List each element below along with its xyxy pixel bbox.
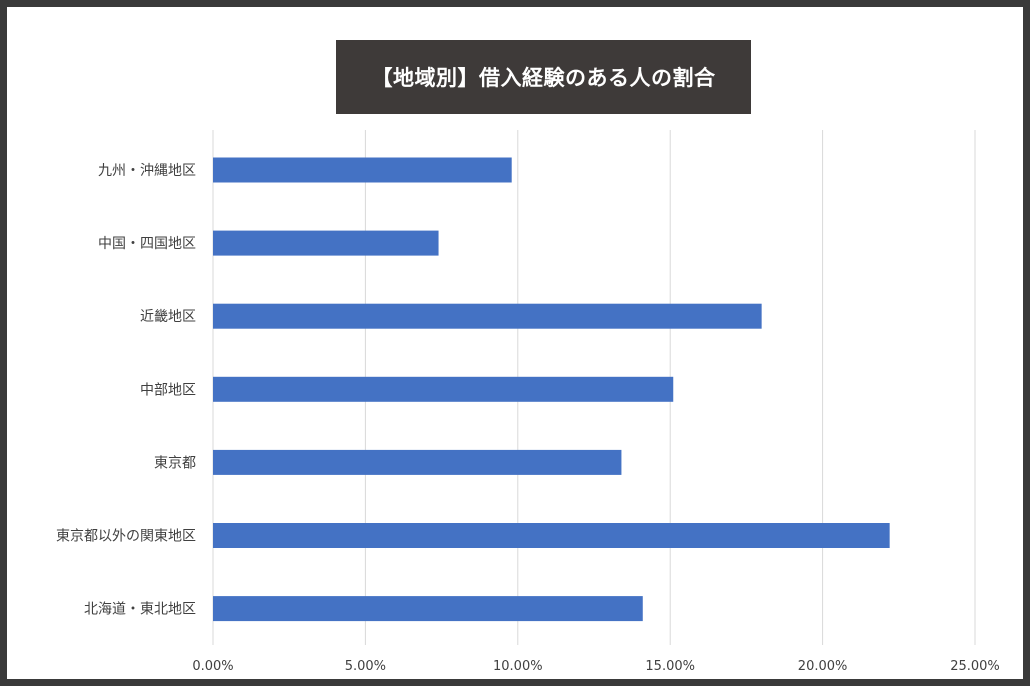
x-tick-label: 0.00%: [192, 659, 233, 674]
x-tick-label: 10.00%: [493, 659, 543, 674]
bar: [213, 230, 439, 256]
category-label: 中部地区: [140, 382, 196, 398]
bar: [213, 157, 512, 183]
bars: [213, 157, 890, 622]
x-tick-label: 15.00%: [645, 659, 695, 674]
category-label: 東京都以外の関東地区: [56, 529, 196, 545]
x-tick-label: 20.00%: [798, 659, 848, 674]
bar: [213, 376, 674, 402]
bar: [213, 303, 762, 329]
chart-title: 【地域別】借入経験のある人の割合: [371, 66, 716, 90]
bar: [213, 449, 622, 475]
category-label: 中国・四国地区: [98, 236, 196, 252]
category-labels: 九州・沖縄地区中国・四国地区近畿地区中部地区東京都東京都以外の関東地区北海道・東…: [56, 163, 196, 618]
x-tick-label: 5.00%: [345, 659, 386, 674]
bar: [213, 596, 643, 622]
category-label: 東京都: [154, 455, 196, 471]
category-label: 北海道・東北地区: [84, 602, 196, 618]
category-label: 九州・沖縄地区: [98, 163, 196, 179]
x-tick-label: 25.00%: [950, 659, 1000, 674]
chart-title-box: 【地域別】借入経験のある人の割合: [336, 40, 751, 114]
bar: [213, 523, 890, 548]
category-label: 近畿地区: [140, 309, 196, 325]
x-tick-labels: 0.00% 5.00% 10.00% 15.00% 20.00% 25.00%: [192, 659, 999, 674]
